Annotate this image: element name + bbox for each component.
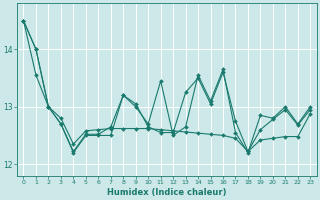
X-axis label: Humidex (Indice chaleur): Humidex (Indice chaleur) bbox=[107, 188, 227, 197]
